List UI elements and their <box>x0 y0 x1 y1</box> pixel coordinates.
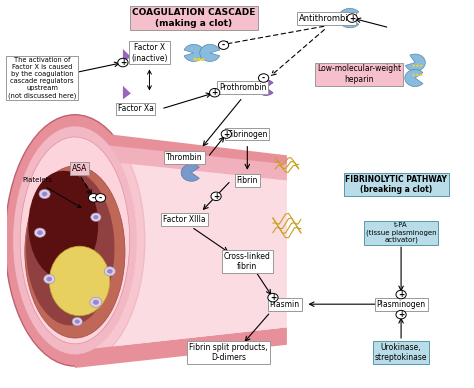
Text: Platelets: Platelets <box>23 177 53 184</box>
Wedge shape <box>256 80 273 95</box>
Polygon shape <box>75 149 287 351</box>
Circle shape <box>416 64 419 67</box>
Ellipse shape <box>13 126 137 355</box>
Ellipse shape <box>25 166 125 338</box>
Wedge shape <box>184 44 204 61</box>
Circle shape <box>44 274 55 284</box>
Text: +: + <box>223 130 229 139</box>
Text: Antithrombin: Antithrombin <box>299 14 354 23</box>
Circle shape <box>419 74 422 76</box>
Circle shape <box>107 269 113 274</box>
Text: -: - <box>92 193 95 203</box>
Ellipse shape <box>26 171 115 326</box>
Text: Thrombin: Thrombin <box>166 153 203 162</box>
Circle shape <box>90 297 102 307</box>
Circle shape <box>211 192 221 201</box>
Text: Low-molecular-weight
heparin: Low-molecular-weight heparin <box>317 64 401 84</box>
Circle shape <box>95 194 106 202</box>
Text: -: - <box>262 73 265 83</box>
Text: COAGULATION CASCADE
(making a clot): COAGULATION CASCADE (making a clot) <box>132 9 255 28</box>
Text: +: + <box>398 310 404 319</box>
Ellipse shape <box>28 171 98 279</box>
Circle shape <box>258 74 269 82</box>
Circle shape <box>268 293 278 302</box>
Circle shape <box>219 41 228 49</box>
Text: -: - <box>222 41 225 50</box>
Text: Plasminogen: Plasminogen <box>376 300 426 309</box>
Text: Plasmin: Plasmin <box>270 300 300 309</box>
Circle shape <box>72 317 82 326</box>
Text: +: + <box>270 293 276 302</box>
Text: Factor Xa: Factor Xa <box>118 104 154 113</box>
Ellipse shape <box>5 115 145 366</box>
Text: +: + <box>213 192 219 201</box>
Wedge shape <box>405 54 425 71</box>
Circle shape <box>39 189 50 199</box>
Text: +: + <box>211 88 218 97</box>
Text: Factor X
(inactive): Factor X (inactive) <box>131 43 168 62</box>
Circle shape <box>419 64 422 67</box>
Text: ASA: ASA <box>72 165 87 173</box>
Wedge shape <box>181 164 199 181</box>
Circle shape <box>118 58 128 67</box>
Polygon shape <box>123 49 131 62</box>
Circle shape <box>396 310 406 319</box>
Text: Prothrombin: Prothrombin <box>219 83 266 92</box>
Circle shape <box>396 290 406 299</box>
Ellipse shape <box>20 137 130 344</box>
Text: -: - <box>99 193 102 203</box>
Wedge shape <box>200 44 219 61</box>
Text: Urokinase,
streptokinase: Urokinase, streptokinase <box>375 343 428 362</box>
Circle shape <box>197 58 201 61</box>
Text: Fibrin split products,
D-dimers: Fibrin split products, D-dimers <box>189 343 268 362</box>
Text: Cross-linked
fibrin: Cross-linked fibrin <box>224 252 271 271</box>
Circle shape <box>37 230 43 235</box>
Text: t-PA
(tissue plasminogen
activator): t-PA (tissue plasminogen activator) <box>366 222 437 243</box>
Text: Fibrinogen: Fibrinogen <box>227 130 267 139</box>
Text: Fibrin: Fibrin <box>237 176 258 185</box>
Ellipse shape <box>49 246 110 316</box>
Text: Factor XIIIa: Factor XIIIa <box>163 215 206 223</box>
Polygon shape <box>123 86 131 99</box>
Text: +: + <box>398 290 404 299</box>
Circle shape <box>89 194 99 202</box>
Text: FIBRINOLYTIC PATHWAY
(breaking a clot): FIBRINOLYTIC PATHWAY (breaking a clot) <box>346 175 447 194</box>
Circle shape <box>75 319 80 324</box>
Circle shape <box>412 74 415 76</box>
Circle shape <box>221 130 231 139</box>
Polygon shape <box>75 142 287 180</box>
Wedge shape <box>405 69 423 87</box>
Circle shape <box>91 213 101 222</box>
Circle shape <box>46 277 52 281</box>
Circle shape <box>93 215 99 219</box>
Wedge shape <box>338 9 359 28</box>
Circle shape <box>416 74 419 76</box>
Text: The activation of
Factor X is caused
by the coagulation
cascade regulators
upstr: The activation of Factor X is caused by … <box>8 57 76 99</box>
Circle shape <box>201 58 204 61</box>
Circle shape <box>412 64 415 67</box>
Circle shape <box>93 300 99 305</box>
Circle shape <box>347 14 357 23</box>
Text: +: + <box>349 14 356 23</box>
Circle shape <box>193 58 197 61</box>
Circle shape <box>34 228 46 237</box>
Circle shape <box>210 88 220 97</box>
Polygon shape <box>75 327 287 368</box>
Text: +: + <box>120 58 126 67</box>
Polygon shape <box>75 130 287 173</box>
Circle shape <box>42 192 47 196</box>
Circle shape <box>104 267 116 276</box>
